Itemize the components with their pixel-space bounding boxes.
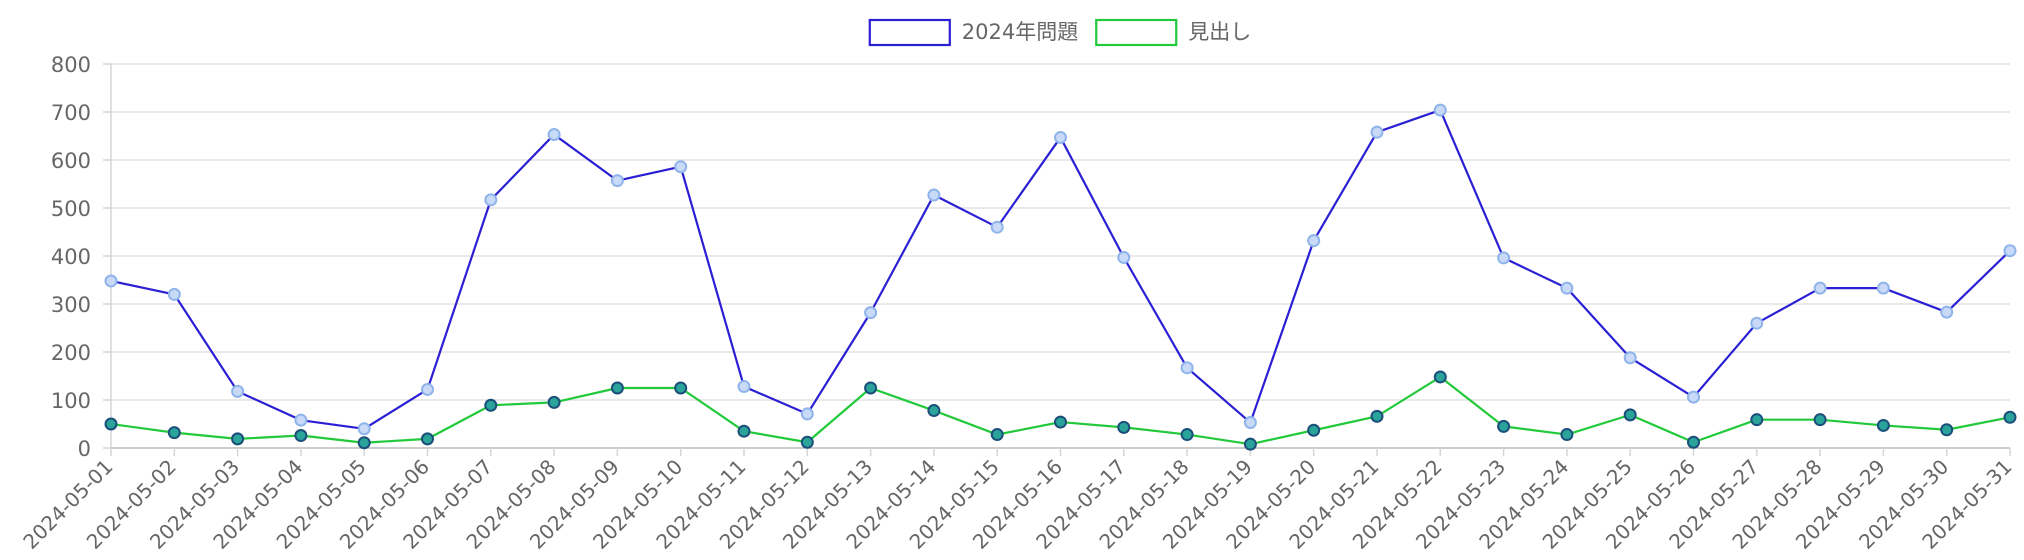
- data-point: [1687, 390, 1700, 404]
- data-point: [294, 429, 308, 443]
- series-line-1: [110, 108, 2011, 430]
- series-lines: [104, 103, 2017, 451]
- data-point: [1623, 351, 1637, 365]
- data-point: [1497, 419, 1511, 433]
- data-point: [1940, 423, 1954, 437]
- data-point: [484, 193, 498, 207]
- y-tick-label: 0: [78, 437, 91, 461]
- data-point: [1243, 437, 1257, 451]
- data-point: [357, 422, 371, 436]
- legend-label: 見出し: [1188, 20, 1251, 44]
- data-point: [1750, 413, 1764, 427]
- data-point: [1180, 428, 1194, 442]
- data-point: [864, 306, 878, 320]
- y-axis-ticks: 0 100 200 300 400 500 600 700 800: [51, 53, 111, 461]
- y-tick-label: 500: [51, 197, 91, 221]
- y-tick-label: 300: [51, 293, 91, 317]
- data-point: [990, 220, 1004, 234]
- y-tick-label: 200: [51, 341, 91, 365]
- legend-label: 2024年問題: [962, 20, 1078, 44]
- data-point: [1813, 413, 1827, 427]
- data-point: [357, 436, 371, 450]
- series-line-2: [110, 375, 2011, 446]
- data-point: [167, 426, 181, 440]
- data-point: [104, 417, 118, 431]
- data-point: [1180, 361, 1194, 375]
- data-point: [1940, 305, 1954, 319]
- data-point: [1117, 420, 1131, 434]
- data-point: [484, 398, 498, 412]
- data-point: [104, 274, 118, 288]
- data-point: [737, 380, 751, 394]
- data-point: [1876, 281, 1890, 295]
- data-point: [610, 381, 624, 395]
- data-point: [1433, 103, 1447, 117]
- data-point: [167, 287, 181, 301]
- data-point: [2003, 244, 2017, 258]
- data-point: [1813, 281, 1827, 295]
- y-tick-label: 100: [51, 389, 91, 413]
- data-point: [547, 395, 561, 409]
- data-point: [2003, 410, 2017, 424]
- data-point: [1876, 418, 1890, 432]
- data-point: [421, 432, 434, 446]
- data-point: [990, 428, 1004, 442]
- data-point: [800, 407, 814, 421]
- data-point: [610, 174, 624, 188]
- y-tick-label: 400: [51, 245, 91, 269]
- data-point: [927, 188, 941, 202]
- data-point: [1370, 125, 1384, 139]
- y-tick-label: 700: [51, 101, 91, 125]
- legend-swatch: [1095, 18, 1178, 47]
- data-point: [1497, 251, 1511, 265]
- data-point: [231, 432, 245, 446]
- y-tick-label: 600: [51, 149, 91, 173]
- data-point: [1243, 416, 1257, 430]
- data-point: [231, 384, 245, 398]
- data-point: [864, 381, 878, 395]
- legend-swatch: [868, 18, 951, 47]
- data-point: [674, 160, 688, 174]
- legend: 2024年問題 見出し: [868, 18, 1251, 47]
- data-point: [1054, 415, 1067, 429]
- data-point: [800, 435, 814, 449]
- data-point: [1307, 423, 1321, 437]
- data-point: [547, 128, 561, 142]
- data-point: [1054, 130, 1067, 144]
- data-point: [1560, 281, 1574, 295]
- data-point: [1623, 408, 1637, 422]
- data-point: [1560, 428, 1574, 442]
- x-axis-ticks: 2024-05-012024-05-022024-05-032024-05-04…: [18, 448, 2017, 554]
- data-point: [927, 404, 941, 418]
- data-point: [1687, 435, 1700, 449]
- data-point: [674, 381, 688, 395]
- data-point: [1750, 316, 1764, 330]
- grid-lines: [111, 63, 2010, 401]
- data-point: [1117, 250, 1131, 264]
- data-point: [1433, 370, 1447, 384]
- data-point: [737, 424, 751, 438]
- y-tick-label: 800: [51, 53, 91, 77]
- data-point: [1307, 234, 1321, 248]
- data-point: [294, 413, 308, 427]
- data-point: [421, 382, 434, 396]
- data-point: [1370, 409, 1384, 423]
